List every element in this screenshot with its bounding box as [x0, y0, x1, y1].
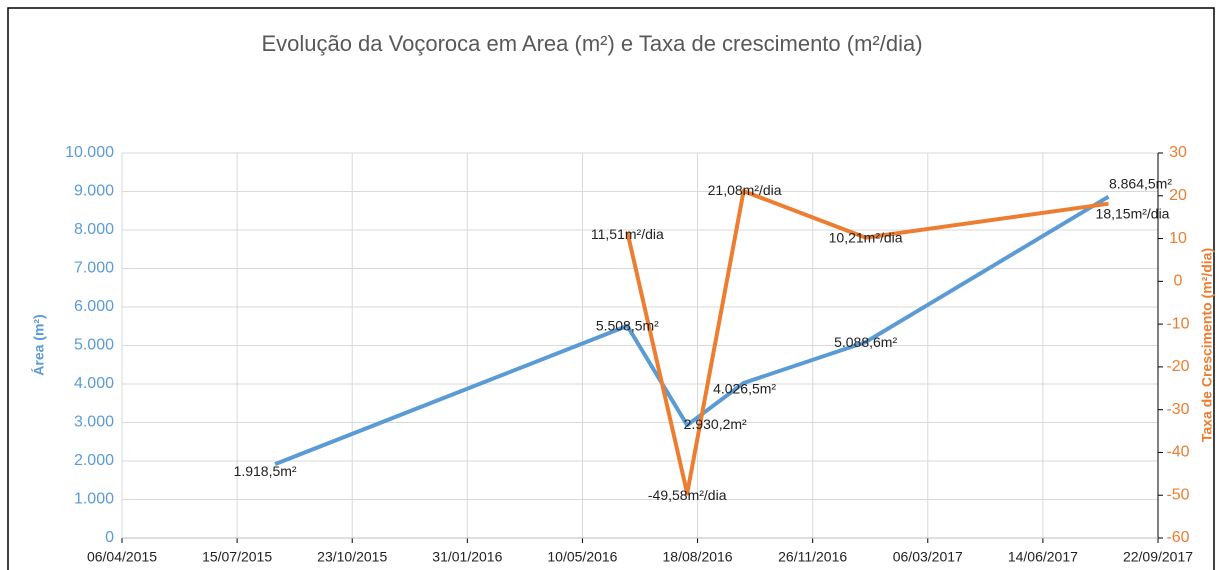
y-tick-label: 10.000 [65, 144, 114, 161]
data-label: 21,08m²/dia [708, 182, 782, 198]
data-label: 11,51m²/dia [591, 226, 664, 242]
y-tick-label: 0 [105, 529, 114, 546]
x-tick-label: 22/09/2017 [1123, 549, 1193, 565]
x-tick-label: 18/08/2016 [663, 549, 733, 565]
x-tick-label: 06/04/2015 [87, 549, 157, 565]
y2-tick-label: -60 [1166, 529, 1189, 546]
x-tick-label: 14/06/2017 [1008, 549, 1078, 565]
y2-tick-label: 30 [1169, 144, 1187, 161]
y-tick-label: 3.000 [74, 414, 114, 431]
data-label: 5.088,6m² [834, 334, 897, 350]
x-tick-label: 06/03/2017 [893, 549, 963, 565]
y2-tick-label: -30 [1166, 401, 1189, 418]
series-line [625, 189, 1109, 496]
y-tick-label: 8.000 [74, 221, 114, 238]
x-tick-label: 15/07/2015 [202, 549, 272, 565]
data-label: 2.930,2m² [684, 416, 747, 432]
y2-tick-label: 10 [1169, 230, 1187, 247]
y2-tick-label: 20 [1169, 187, 1187, 204]
y-axis-title: Área (m²) [31, 314, 47, 375]
y2-tick-label: -10 [1166, 315, 1189, 332]
data-label: 18,15m²/dia [1096, 205, 1170, 221]
y-tick-label: 5.000 [74, 337, 114, 354]
y-tick-label: 9.000 [74, 183, 114, 200]
x-tick-label: 26/11/2016 [778, 549, 847, 565]
x-tick-label: 23/10/2015 [317, 549, 387, 565]
y2-tick-label: 0 [1174, 273, 1183, 290]
y2-axis-title: Taxa de Crescimento (m²/dia) [1199, 248, 1215, 442]
series-line [274, 195, 1110, 466]
data-label: -49,58m²/dia [648, 487, 727, 503]
y-tick-label: 2.000 [74, 452, 114, 469]
chart-title: Evolução da Voçoroca em Area (m²) e Taxa… [261, 31, 922, 56]
chart-border [7, 7, 1215, 570]
data-label: 1.918,5m² [234, 463, 297, 479]
y-tick-label: 7.000 [74, 260, 114, 277]
y-tick-label: 6.000 [74, 298, 114, 315]
y2-tick-label: -40 [1166, 444, 1189, 461]
data-label: 8.864,5m² [1109, 175, 1172, 191]
x-tick-label: 31/01/2016 [432, 549, 502, 565]
data-label: 10,21m²/dia [829, 229, 903, 245]
y2-tick-label: -20 [1166, 358, 1189, 375]
data-label: 5.508,5m² [596, 318, 659, 334]
y-tick-label: 1.000 [74, 491, 114, 508]
x-tick-label: 10/05/2016 [547, 549, 617, 565]
y2-tick-label: -50 [1166, 486, 1189, 503]
data-label: 4.026,5m² [713, 381, 776, 397]
y-tick-label: 4.000 [74, 375, 114, 392]
